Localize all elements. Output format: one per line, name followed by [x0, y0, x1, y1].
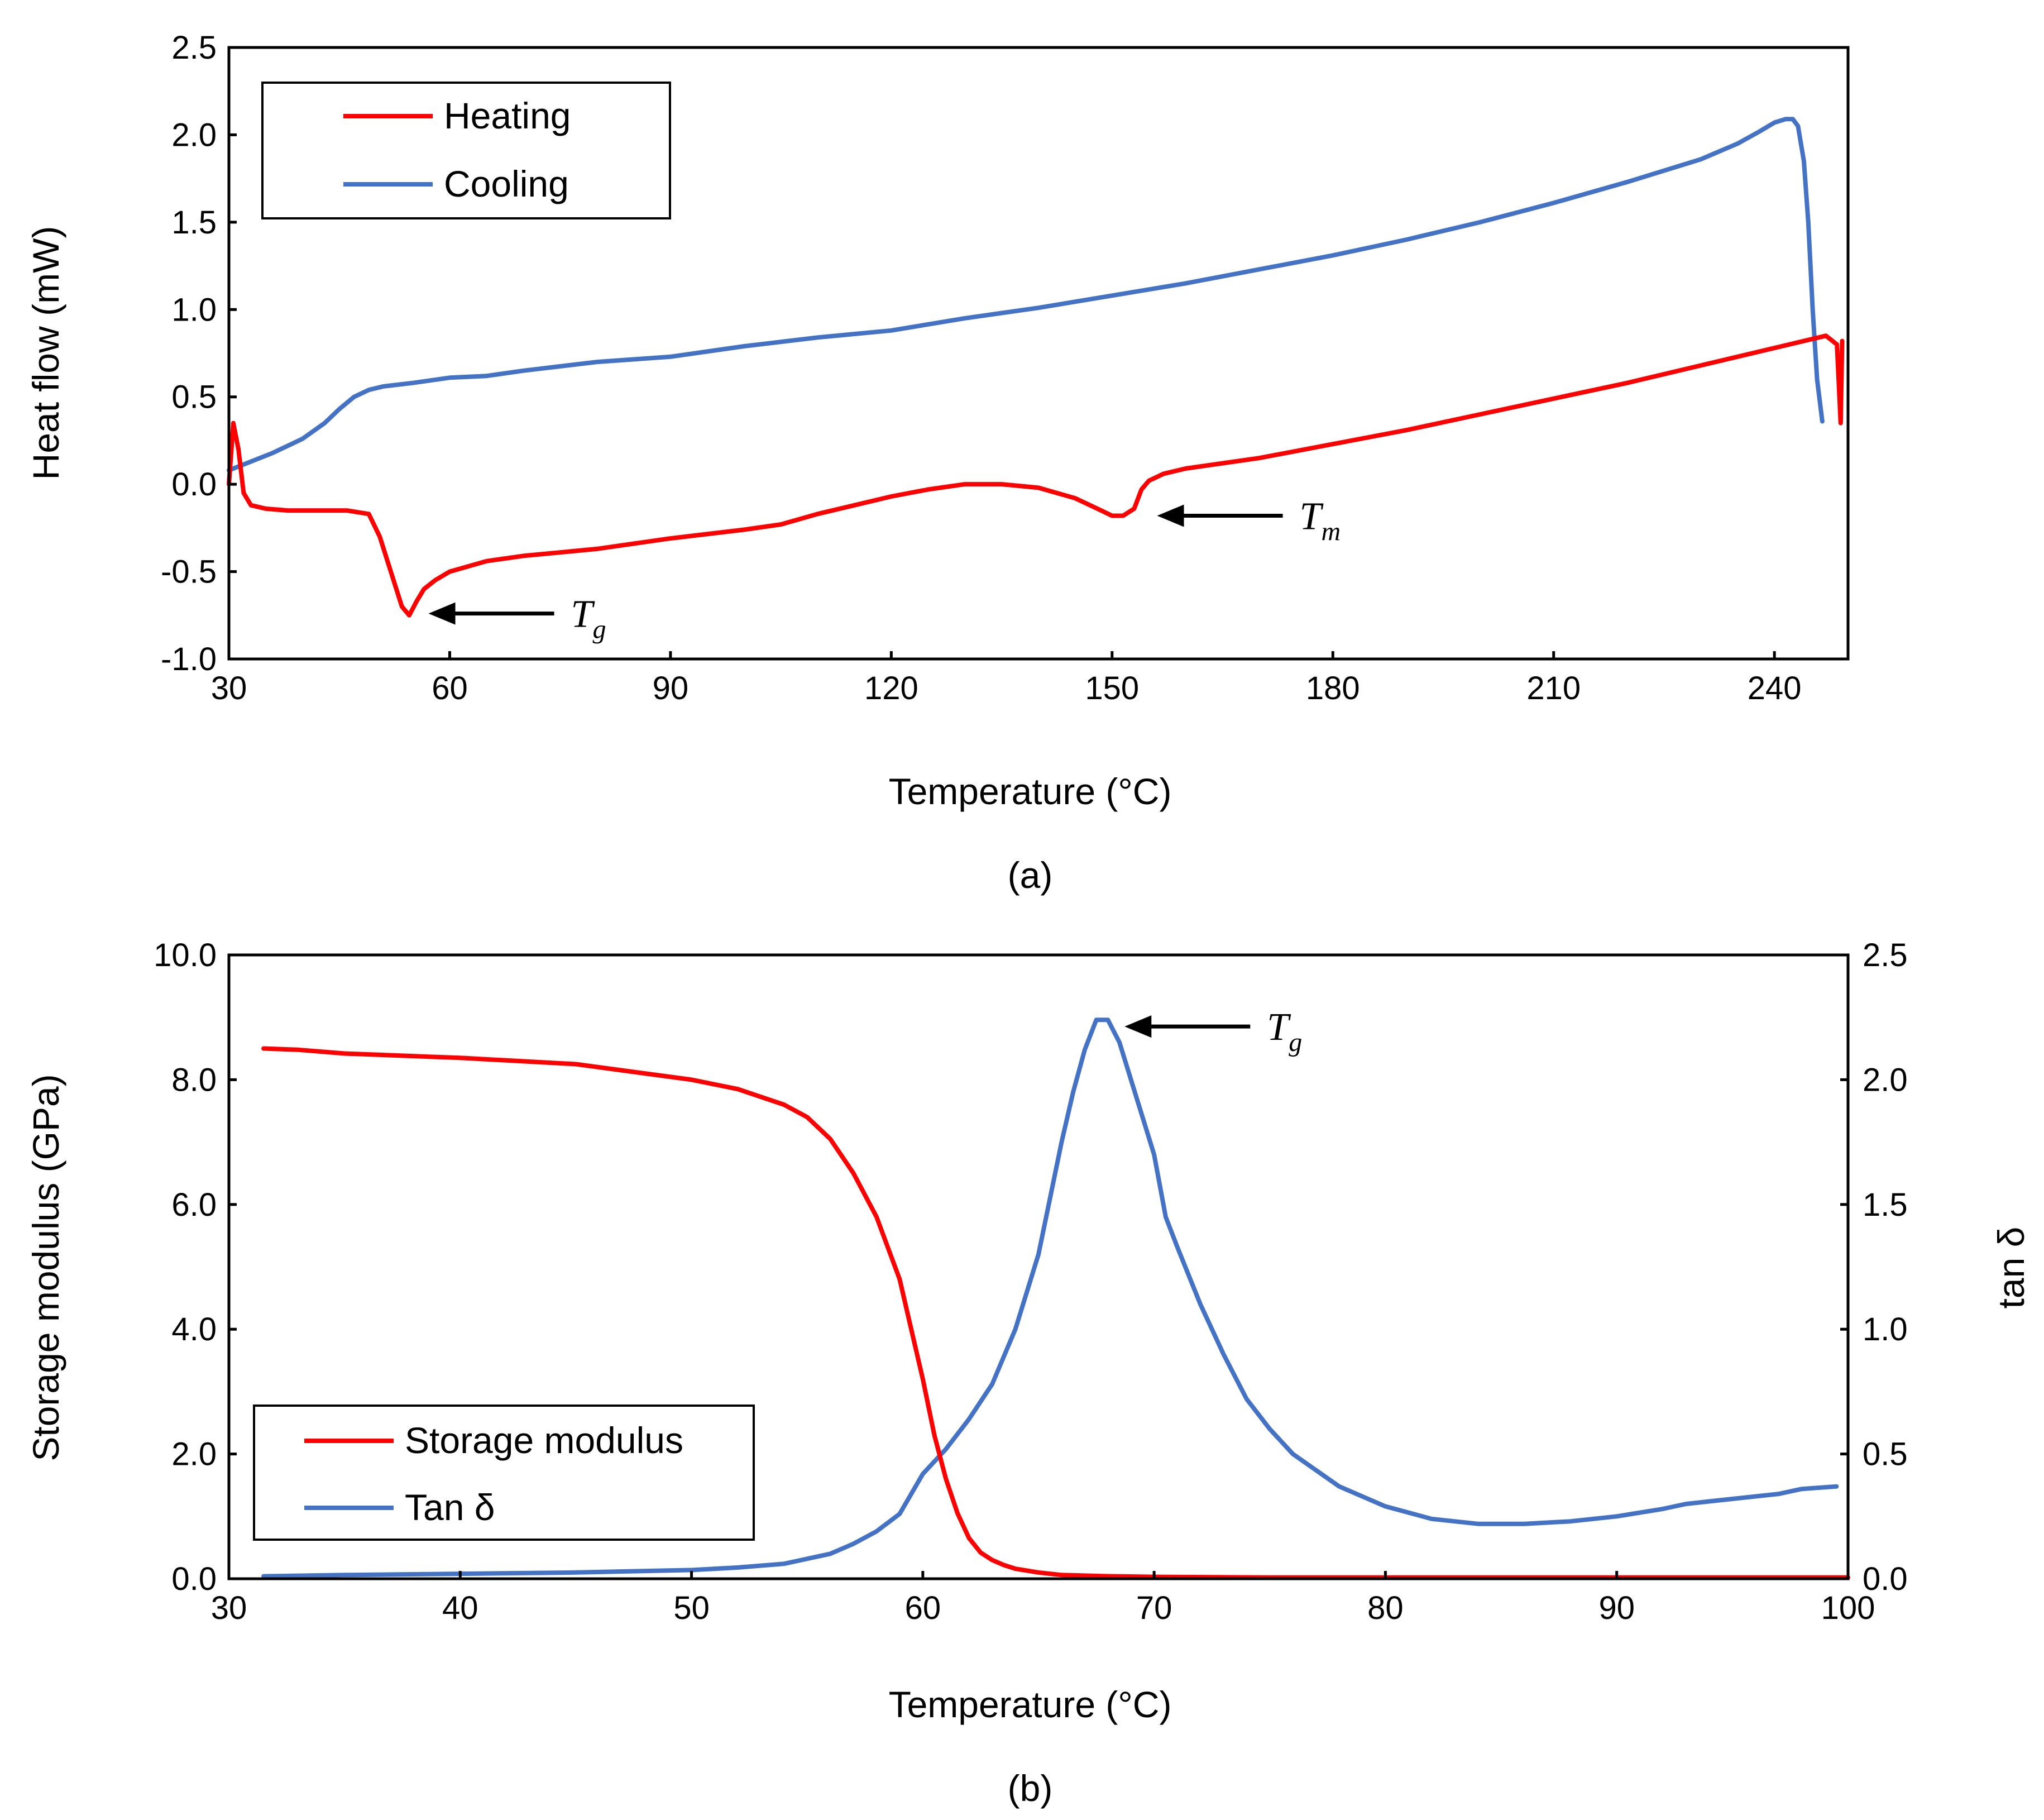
panel-a-x-tick-label: 90 — [653, 670, 689, 706]
panel-b-y-tick-label: 2.0 — [171, 1436, 217, 1473]
panel-b-legend-box — [253, 1405, 755, 1541]
panel-a-y-tick-label: 0.5 — [171, 379, 217, 415]
panel-a-y-tick-label: 1.5 — [171, 204, 217, 241]
panel-b-y2-axis-title: tan δ — [1990, 1227, 2032, 1309]
panel-b-plot-frame — [227, 953, 1850, 1580]
panel-a-annotation-tg-head — [428, 602, 456, 625]
panel-a-y-tick-label: 1.0 — [171, 292, 217, 328]
panel-a-y-axis-title: Heat flow (mW) — [25, 226, 66, 480]
panel-a-x-tick-label: 150 — [1085, 670, 1139, 706]
panel-b-y2-tick-label: 2.5 — [1863, 937, 1908, 973]
panel-a-y-tick-label: 0.0 — [171, 466, 217, 503]
panel-a-annotation-tg-label: Tg — [571, 593, 606, 644]
panel-a-x-tick-label: 240 — [1748, 670, 1802, 706]
panel-a-label: (a) — [1008, 854, 1053, 896]
legend-heating-label: Heating — [444, 95, 571, 136]
panel-a-annotation-tg: Tg — [428, 593, 606, 644]
panel-b-x-tick-label: 30 — [211, 1590, 247, 1626]
panel-b-y-tick-label: 6.0 — [171, 1187, 217, 1223]
panel-a-y-tick-label: -1.0 — [161, 641, 217, 677]
series-line-heating — [227, 333, 1845, 618]
panel-a-x-tick-label: 60 — [432, 670, 468, 706]
panel-a-legend: Heating Cooling — [261, 82, 671, 219]
series-line-storage-modulus — [261, 1046, 1850, 1580]
panel-b-chart: 30 40 50 60 70 80 90 1000.02.04.06.08.010.00.00… — [25, 937, 2032, 1809]
legend-storage-modulus-label: Storage modulus — [405, 1420, 683, 1461]
panel-b-y2-tick-label: 1.0 — [1863, 1311, 1908, 1348]
panel-a-annotation-tm: Tm — [1157, 495, 1341, 546]
panel-b-y2-tick-label: 0.5 — [1863, 1436, 1908, 1473]
panel-b-x-tick-label: 70 — [1136, 1590, 1172, 1626]
panel-b-y-tick-label: 8.0 — [171, 1062, 217, 1098]
panel-a-plot-frame — [227, 46, 1850, 661]
panel-a-legend-box — [261, 82, 671, 219]
panel-a-x-tick-label: 120 — [864, 670, 918, 706]
panel-a-x-tick-label: 180 — [1306, 670, 1360, 706]
panel-a-x-tick-label: 210 — [1526, 670, 1581, 706]
panel-b-x-tick-label: 50 — [673, 1590, 710, 1626]
panel-a-y-tick-label: -0.5 — [161, 554, 217, 590]
legend-tan-delta-label: Tan δ — [405, 1487, 495, 1528]
panel-a-annotation-tm-label: Tm — [1300, 495, 1341, 546]
panel-b-y-tick-label: 4.0 — [171, 1311, 217, 1348]
panel-b-x-tick-label: 40 — [442, 1590, 478, 1626]
panel-a-y-tick-label: 2.5 — [171, 30, 217, 66]
panel-b-x-tick-label: 90 — [1598, 1590, 1635, 1626]
legend-cooling-label: Cooling — [444, 163, 569, 204]
panel-b-annotation-tg: Tg — [1124, 1006, 1302, 1057]
panel-b-y2-tick-label: 1.5 — [1863, 1187, 1908, 1223]
panel-b-x-tick-label: 100 — [1821, 1590, 1875, 1626]
panel-a-x-axis-title: Temperature (°C) — [889, 771, 1172, 812]
panel-b-x-tick-label: 60 — [905, 1590, 941, 1626]
panel-b-annotation-tg-head — [1124, 1015, 1152, 1038]
panel-a-annotation-tm-head — [1157, 504, 1184, 527]
panel-b-label: (b) — [1008, 1768, 1053, 1809]
panel-b-x-tick-label: 80 — [1367, 1590, 1404, 1626]
panel-a-y-tick-label: 2.0 — [171, 117, 217, 153]
panel-b-legend: Storage modulus Tan δ — [253, 1405, 755, 1541]
panel-b-y-tick-label: 0.0 — [171, 1561, 217, 1597]
panel-a-chart: 30 60 90 120 150 180 210 240 -1.0 -0.5 0.0 0.5 1.0 1.… — [25, 30, 1850, 896]
series-line-cooling — [227, 117, 1825, 473]
panel-b-y2-tick-label: 0.0 — [1863, 1561, 1908, 1597]
panel-b-y-tick-label: 10.0 — [154, 937, 217, 973]
panel-b-x-axis-title: Temperature (°C) — [889, 1684, 1172, 1725]
panel-b-y2-tick-label: 2.0 — [1863, 1062, 1908, 1098]
panel-b-y-axis-title: Storage modulus (GPa) — [25, 1074, 66, 1461]
panel-b-annotation-tg-label: Tg — [1267, 1006, 1302, 1057]
panel-a-x-tick-label: 30 — [211, 670, 247, 706]
series-line-tan-delta — [261, 1018, 1839, 1579]
